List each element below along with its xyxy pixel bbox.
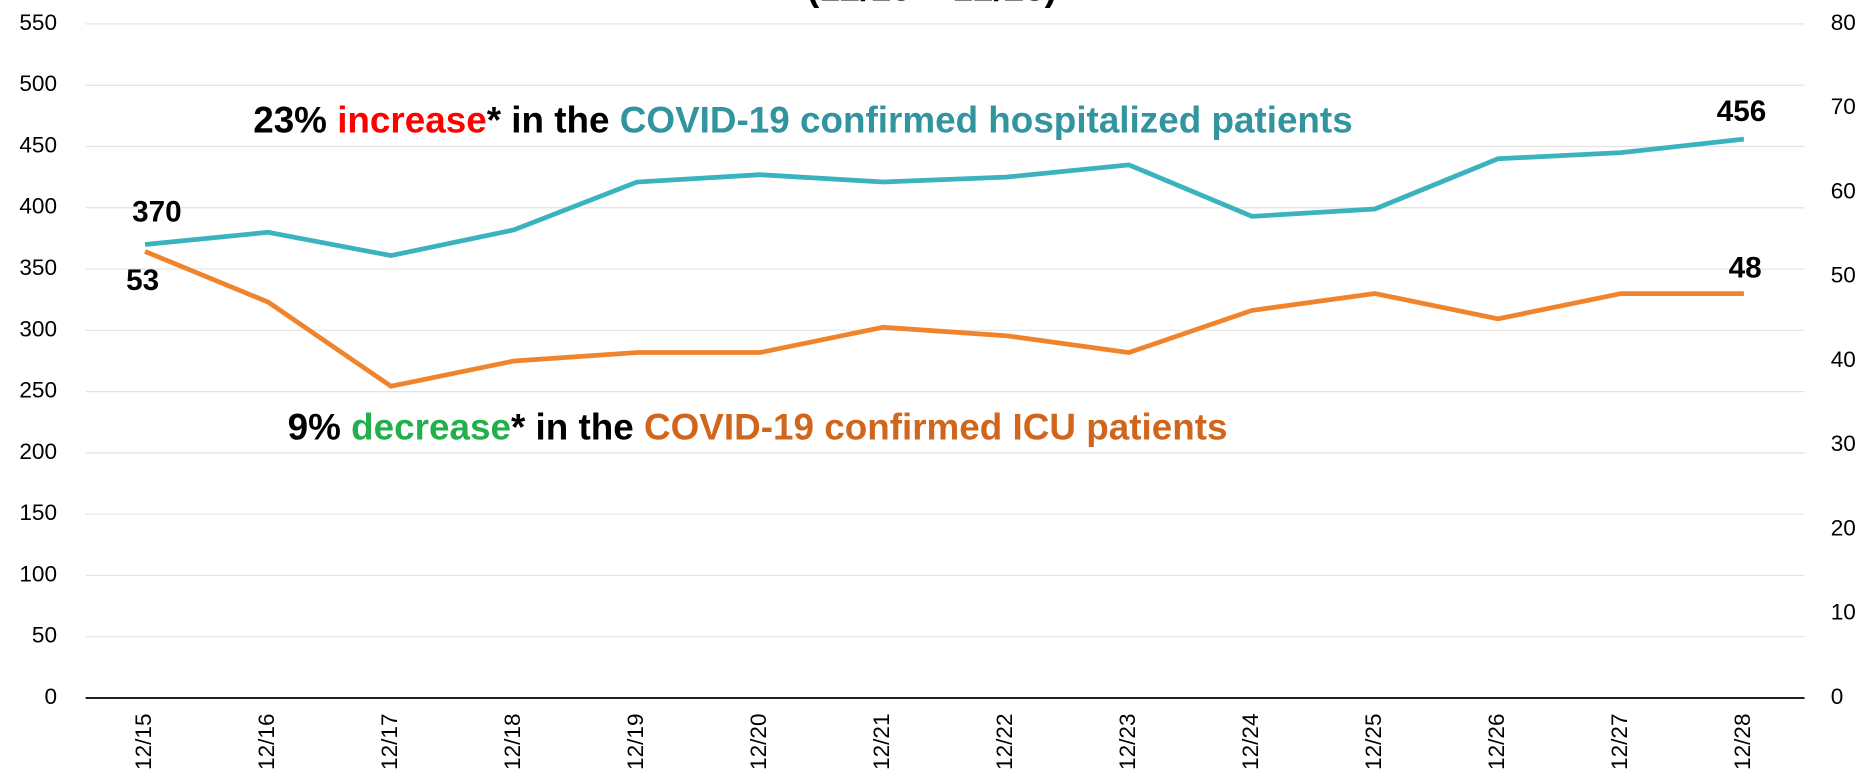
x-tick-label: 12/27 <box>1607 713 1632 770</box>
annotation-part: COVID-19 confirmed hospitalized patients <box>620 99 1353 140</box>
annotation-part: decrease <box>351 406 511 447</box>
annotation-part: 9% <box>288 406 352 447</box>
y2-tick-label: 50 <box>1831 263 1856 288</box>
data-label: 456 <box>1717 95 1767 128</box>
y2-tick-label: 0 <box>1831 684 1844 709</box>
x-tick-label: 12/20 <box>746 713 771 770</box>
x-tick-label: 12/28 <box>1730 713 1755 770</box>
y-tick-label: 250 <box>19 378 57 403</box>
y2-tick-label: 60 <box>1831 178 1856 203</box>
x-tick-label: 12/26 <box>1484 713 1509 770</box>
y-tick-label: 500 <box>19 71 57 96</box>
series-line <box>144 136 1745 258</box>
y2-tick-label: 30 <box>1831 431 1856 456</box>
data-label: 370 <box>132 195 182 228</box>
y-tick-label: 550 <box>19 10 57 35</box>
data-label: 53 <box>126 264 159 297</box>
y-tick-label: 200 <box>19 439 57 464</box>
x-tick-label: 12/23 <box>1115 713 1140 770</box>
x-tick-label: 12/25 <box>1361 713 1386 770</box>
y-tick-label: 50 <box>32 623 57 648</box>
chart-title: (12/15 – 12/28) <box>807 0 1057 8</box>
x-tick-label: 12/24 <box>1238 713 1263 770</box>
data-label: 48 <box>1729 252 1762 285</box>
y2-tick-label: 20 <box>1831 515 1856 540</box>
y2-tick-label: 70 <box>1831 94 1856 119</box>
x-tick-label: 12/16 <box>254 713 279 770</box>
x-tick-label: 12/18 <box>500 713 525 770</box>
y-tick-label: 350 <box>19 255 57 280</box>
y-tick-label: 150 <box>19 500 57 525</box>
annotation: 23% increase* in the COVID-19 confirmed … <box>253 99 1353 140</box>
series-line <box>144 249 1744 389</box>
annotation-part: * in the <box>511 406 644 447</box>
annotation-part: 23% <box>253 99 337 140</box>
x-tick-label: 12/19 <box>623 713 648 770</box>
y-tick-label: 100 <box>19 561 57 586</box>
x-tick-label: 12/17 <box>377 713 402 770</box>
x-tick-label: 12/21 <box>869 713 894 770</box>
y-tick-label: 400 <box>19 194 57 219</box>
y-tick-label: 300 <box>19 316 57 341</box>
x-tick-label: 12/15 <box>131 713 156 770</box>
annotation-part: COVID-19 confirmed ICU patients <box>644 406 1227 447</box>
y2-tick-label: 10 <box>1831 600 1856 625</box>
x-tick-label: 12/22 <box>992 713 1017 770</box>
annotation: 9% decrease* in the COVID-19 confirmed I… <box>288 406 1228 447</box>
y2-tick-label: 40 <box>1831 347 1856 372</box>
y-tick-label: 0 <box>44 684 57 709</box>
annotation-part: increase <box>337 99 487 140</box>
y-tick-label: 450 <box>19 132 57 157</box>
annotation-part: * in the <box>487 99 620 140</box>
y2-tick-label: 80 <box>1831 10 1856 35</box>
